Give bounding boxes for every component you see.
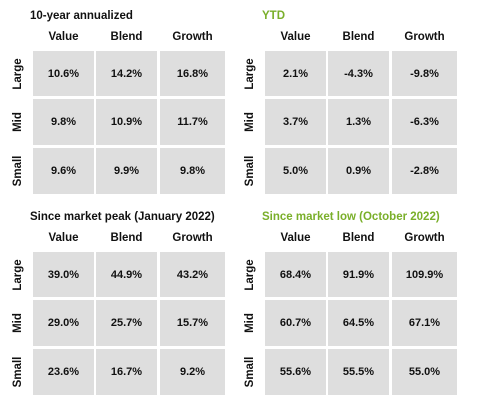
value-cell: -6.3%: [392, 99, 457, 145]
column-header: Blend: [342, 31, 375, 43]
value-cell: 29.0%: [33, 300, 94, 346]
row-label: Small: [244, 155, 256, 187]
value-cell: -2.8%: [392, 148, 457, 194]
value-cell: 10.9%: [96, 99, 157, 145]
value-cell: 10.6%: [33, 51, 94, 96]
value-cell: -9.8%: [392, 51, 457, 96]
row-label: Small: [12, 356, 24, 388]
panel-title: Since market peak (January 2022): [30, 211, 215, 223]
row-label: Small: [12, 155, 24, 187]
row-label: Small: [244, 356, 256, 388]
value-cell: 15.7%: [160, 300, 225, 346]
panel-title: Since market low (October 2022): [262, 211, 440, 223]
row-label: Mid: [244, 112, 256, 132]
value-cell: 9.6%: [33, 148, 94, 194]
row-label: Mid: [12, 313, 24, 333]
row-label: Large: [244, 57, 256, 90]
value-cell: 67.1%: [392, 300, 457, 346]
value-cell: 16.8%: [160, 51, 225, 96]
value-cell: -4.3%: [328, 51, 389, 96]
row-label: Mid: [12, 112, 24, 132]
value-cell: 9.8%: [33, 99, 94, 145]
value-cell: 1.3%: [328, 99, 389, 145]
value-cell: 3.7%: [265, 99, 326, 145]
value-cell: 68.4%: [265, 252, 326, 297]
value-cell: 55.0%: [392, 349, 457, 395]
row-label: Mid: [244, 313, 256, 333]
column-header: Value: [48, 232, 79, 244]
column-header: Value: [280, 31, 311, 43]
column-header: Growth: [404, 232, 445, 244]
panel-title: 10-year annualized: [30, 10, 133, 22]
value-cell: 39.0%: [33, 252, 94, 297]
row-label: Large: [12, 57, 24, 90]
value-cell: 25.7%: [96, 300, 157, 346]
value-cell: 91.9%: [328, 252, 389, 297]
value-cell: 9.2%: [160, 349, 225, 395]
value-cell: 16.7%: [96, 349, 157, 395]
value-cell: 44.9%: [96, 252, 157, 297]
column-header: Blend: [110, 232, 143, 244]
value-cell: 43.2%: [160, 252, 225, 297]
value-cell: 9.8%: [160, 148, 225, 194]
column-header: Growth: [172, 232, 213, 244]
value-cell: 60.7%: [265, 300, 326, 346]
column-header: Growth: [172, 31, 213, 43]
value-cell: 2.1%: [265, 51, 326, 96]
value-cell: 11.7%: [160, 99, 225, 145]
value-cell: 9.9%: [96, 148, 157, 194]
value-cell: 14.2%: [96, 51, 157, 96]
value-cell: 0.9%: [328, 148, 389, 194]
row-label: Large: [244, 258, 256, 291]
column-header: Value: [280, 232, 311, 244]
value-cell: 55.6%: [265, 349, 326, 395]
panel-title: YTD: [262, 10, 285, 22]
column-header: Blend: [110, 31, 143, 43]
column-header: Blend: [342, 232, 375, 244]
value-cell: 109.9%: [392, 252, 457, 297]
value-cell: 55.5%: [328, 349, 389, 395]
value-cell: 23.6%: [33, 349, 94, 395]
row-label: Large: [12, 258, 24, 291]
column-header: Growth: [404, 31, 445, 43]
value-cell: 5.0%: [265, 148, 326, 194]
value-cell: 64.5%: [328, 300, 389, 346]
column-header: Value: [48, 31, 79, 43]
